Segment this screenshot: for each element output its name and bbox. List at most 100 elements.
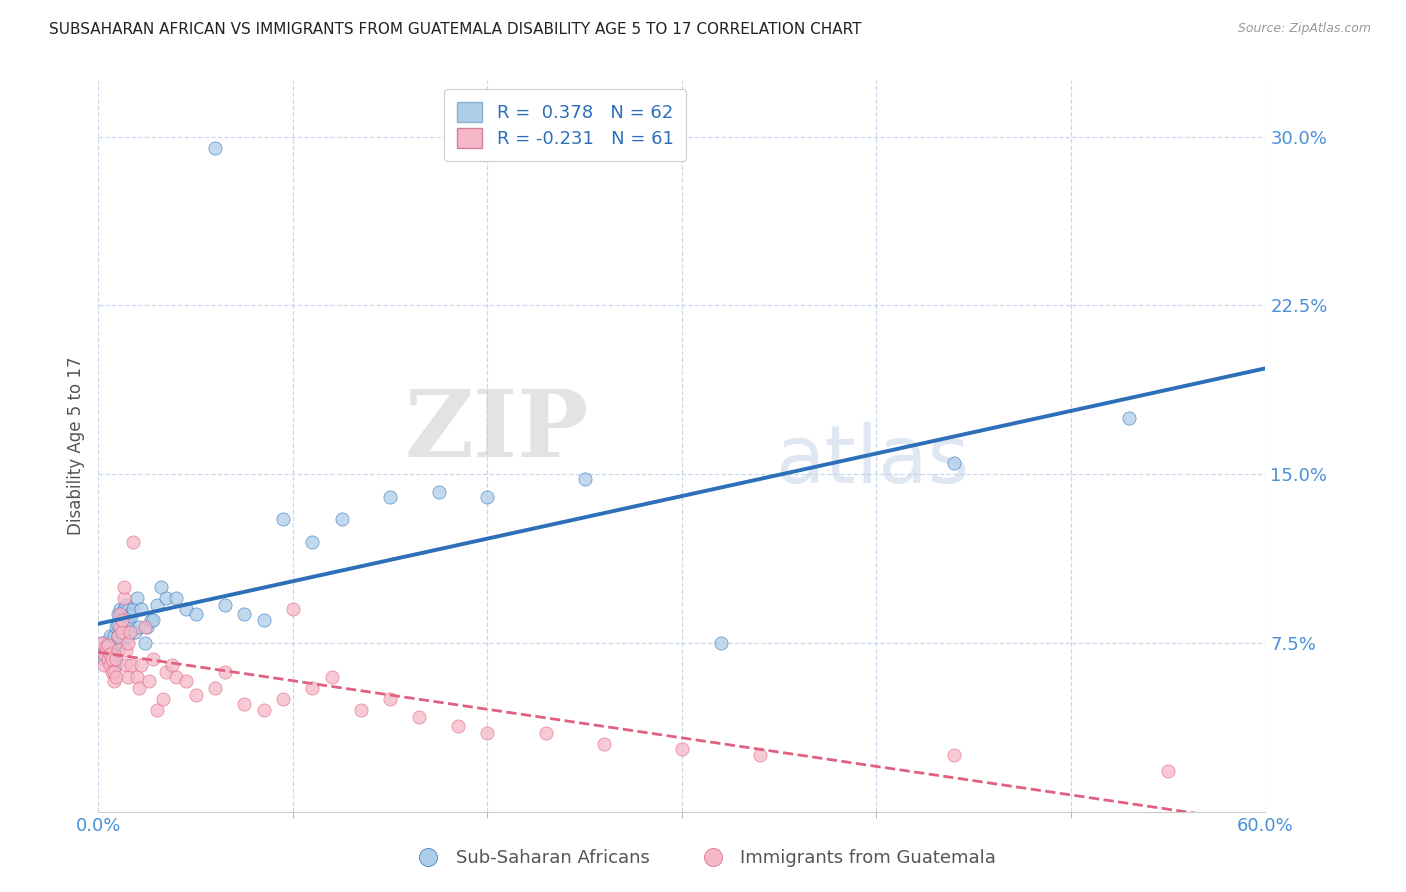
Point [748, 748, 770, 763]
Point [111, 614, 134, 628]
Point [104, 670, 127, 684]
Point [114, 658, 136, 673]
Point [124, 624, 146, 639]
Point [114, 598, 136, 612]
Point [98, 636, 121, 650]
Point [112, 620, 135, 634]
Point [107, 607, 129, 621]
Point [114, 642, 136, 657]
Point [129, 602, 152, 616]
Point [112, 580, 135, 594]
Point [121, 608, 143, 623]
Point [91, 636, 114, 650]
Point [97, 633, 120, 648]
Point [142, 614, 165, 628]
Point [174, 602, 197, 616]
Point [301, 534, 323, 549]
Point [104, 620, 127, 634]
Point [136, 620, 159, 634]
Point [103, 665, 125, 680]
Point [1157, 764, 1180, 779]
Point [97, 651, 120, 665]
Point [671, 741, 693, 756]
Point [943, 456, 966, 470]
Point [184, 607, 207, 621]
Legend: Sub-Saharan Africans, Immigrants from Guatemala: Sub-Saharan Africans, Immigrants from Gu… [404, 842, 1002, 874]
Point [117, 636, 139, 650]
Point [103, 642, 125, 657]
Point [108, 620, 131, 634]
Point [253, 703, 276, 717]
Point [593, 737, 616, 751]
Point [104, 658, 127, 673]
Point [174, 674, 197, 689]
Point [534, 726, 557, 740]
Point [128, 681, 150, 695]
Point [97, 640, 120, 655]
Point [117, 602, 139, 616]
Point [146, 703, 169, 717]
Point [214, 598, 236, 612]
Point [104, 647, 127, 661]
Point [204, 681, 226, 695]
Point [127, 591, 149, 605]
Point [101, 651, 124, 665]
Point [121, 658, 143, 673]
Point [108, 602, 131, 616]
Point [96, 640, 118, 655]
Point [155, 591, 177, 605]
Point [408, 710, 430, 724]
Text: Source: ZipAtlas.com: Source: ZipAtlas.com [1237, 22, 1371, 36]
Point [204, 141, 226, 155]
Point [271, 512, 294, 526]
Point [98, 647, 121, 661]
Point [111, 624, 134, 639]
Point [107, 629, 129, 643]
Text: SUBSAHARAN AFRICAN VS IMMIGRANTS FROM GUATEMALA DISABILITY AGE 5 TO 17 CORRELATI: SUBSAHARAN AFRICAN VS IMMIGRANTS FROM GU… [49, 22, 862, 37]
Point [574, 472, 596, 486]
Point [117, 670, 139, 684]
Point [107, 629, 129, 643]
Point [101, 638, 124, 652]
Point [93, 647, 115, 661]
Point [122, 602, 145, 616]
Point [165, 670, 187, 684]
Point [233, 697, 256, 711]
Point [943, 748, 966, 763]
Point [122, 534, 145, 549]
Point [112, 591, 135, 605]
Point [139, 614, 162, 628]
Point [93, 647, 115, 661]
Y-axis label: Disability Age 5 to 17: Disability Age 5 to 17 [66, 357, 84, 535]
Point [149, 580, 172, 594]
Legend: R =  0.378   N = 62, R = -0.231   N = 61: R = 0.378 N = 62, R = -0.231 N = 61 [444, 89, 686, 161]
Point [108, 633, 131, 648]
Point [134, 636, 156, 650]
Point [350, 703, 373, 717]
Point [103, 629, 125, 643]
Point [146, 598, 169, 612]
Point [427, 485, 450, 500]
Point [114, 614, 136, 628]
Point [101, 647, 124, 661]
Point [103, 674, 125, 689]
Point [128, 620, 150, 634]
Text: ZIP: ZIP [405, 386, 589, 476]
Point [477, 726, 499, 740]
Point [321, 670, 343, 684]
Point [98, 658, 121, 673]
Point [91, 636, 114, 650]
Point [118, 607, 141, 621]
Point [253, 614, 276, 628]
Point [127, 670, 149, 684]
Point [107, 642, 129, 657]
Point [233, 607, 256, 621]
Point [117, 629, 139, 643]
Point [184, 688, 207, 702]
Point [104, 651, 127, 665]
Point [111, 624, 134, 639]
Point [447, 719, 470, 733]
Point [152, 692, 174, 706]
Point [108, 607, 131, 621]
Point [118, 624, 141, 639]
